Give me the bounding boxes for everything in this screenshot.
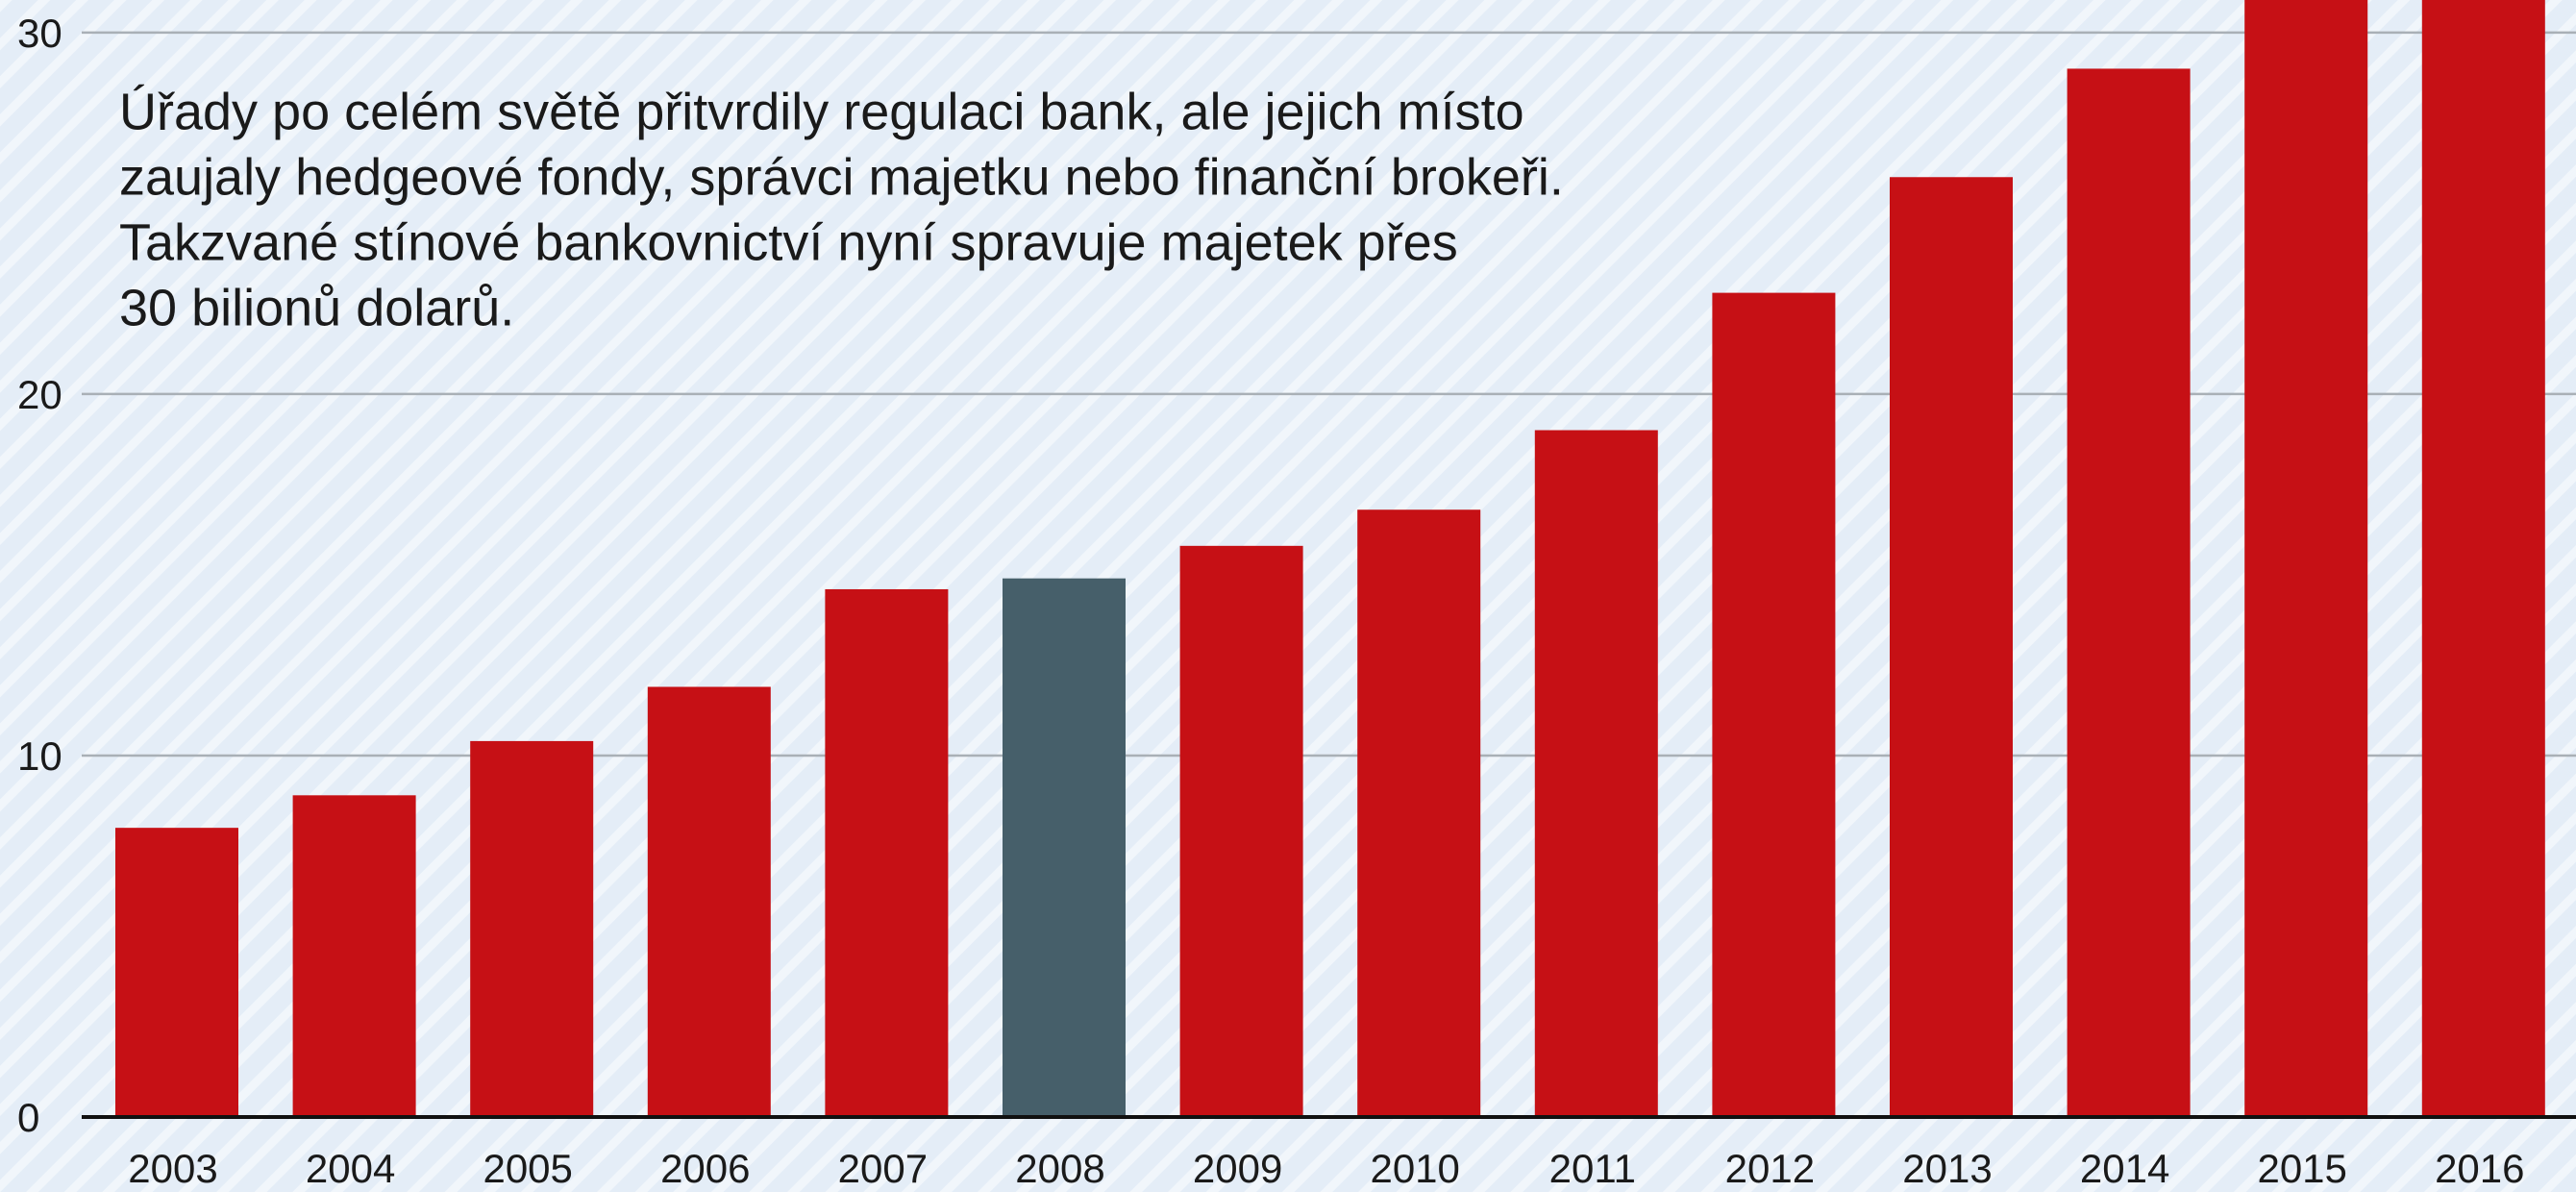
- x-tick-label: 2013: [1902, 1146, 1992, 1191]
- bar: [1712, 292, 1836, 1117]
- x-tick-label: 2009: [1193, 1146, 1282, 1191]
- x-tick-label: 2004: [306, 1146, 395, 1191]
- bar: [825, 588, 949, 1117]
- bar: [2067, 68, 2191, 1118]
- x-tick-label: 2010: [1370, 1146, 1459, 1191]
- annotation-line: zaujaly hedgeové fondy, správci majetku …: [119, 148, 1564, 206]
- bar: [1534, 430, 1658, 1118]
- bar: [1890, 177, 2013, 1117]
- annotation-line: Úřady po celém světě přitvrdily regulaci…: [119, 83, 1524, 140]
- x-tick-label: 2006: [660, 1146, 750, 1191]
- x-tick-label: 2003: [128, 1146, 217, 1191]
- bar: [2244, 0, 2368, 1118]
- x-tick-label: 2012: [1725, 1146, 1815, 1191]
- annotation-line: Takzvané stínové bankovnictví nyní sprav…: [119, 213, 1458, 271]
- bar: [292, 795, 416, 1117]
- annotation-line: 30 bilionů dolarů.: [119, 279, 514, 336]
- y-tick-label: 30: [17, 11, 62, 56]
- x-tick-label: 2011: [1549, 1146, 1636, 1191]
- bar: [2421, 0, 2545, 1117]
- x-tick-label: 2007: [838, 1146, 928, 1191]
- x-tick-label: 2005: [483, 1146, 572, 1191]
- bar: [1003, 578, 1126, 1117]
- x-tick-label: 2014: [2080, 1146, 2169, 1191]
- y-tick-label: 10: [17, 733, 62, 779]
- x-tick-label: 2016: [2435, 1146, 2524, 1191]
- x-tick-label: 2015: [2257, 1146, 2346, 1191]
- y-tick-label: 0: [17, 1095, 39, 1140]
- bar: [1179, 545, 1303, 1117]
- bar: [647, 686, 771, 1117]
- bar: [470, 740, 594, 1117]
- x-tick-label: 2008: [1015, 1146, 1104, 1191]
- bar: [1357, 509, 1481, 1117]
- y-tick-label: 20: [17, 372, 62, 417]
- bar: [115, 828, 238, 1117]
